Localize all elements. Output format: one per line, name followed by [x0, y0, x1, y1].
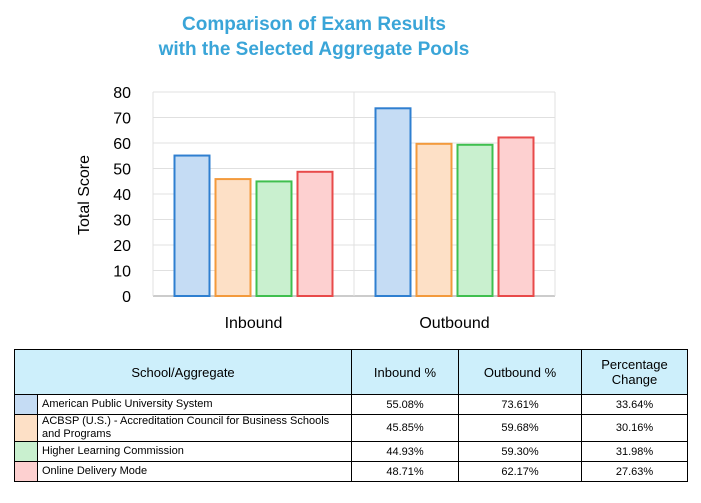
- header-inbound: Inbound %: [351, 349, 459, 395]
- row-change: 31.98%: [581, 441, 688, 462]
- bar-inbound-series-4: [296, 170, 334, 298]
- table-row: Online Delivery Mode 48.71% 62.17% 27.63…: [14, 461, 688, 482]
- legend-swatch-online: [14, 461, 38, 482]
- legend-swatch-acbsp: [14, 414, 38, 442]
- row-name: Online Delivery Mode: [37, 461, 352, 482]
- bar-inbound-series-3: [255, 180, 293, 297]
- legend-swatch-apus: [14, 394, 38, 415]
- row-change: 27.63%: [581, 461, 688, 482]
- header-school: School/Aggregate: [14, 349, 352, 395]
- row-name: ACBSP (U.S.) - Accreditation Council for…: [37, 414, 352, 442]
- y-tick-label: 20: [113, 238, 131, 255]
- bar-chart: 0 10 20 30 40 50 60 70 80 Inbound Outbound Total S…: [76, 85, 556, 332]
- bar-outbound-series-2: [415, 142, 453, 297]
- row-inbound: 45.85%: [351, 414, 459, 442]
- y-tick-label: 40: [113, 187, 131, 204]
- row-name: American Public University System: [37, 394, 352, 415]
- chart-title-line1: Comparison of Exam Results: [182, 14, 446, 35]
- y-tick-label: 30: [113, 213, 131, 230]
- chart-title: Comparison of Exam Results with the Sele…: [0, 12, 628, 62]
- x-tick-label: Inbound: [225, 315, 283, 332]
- y-tick-label: 70: [113, 111, 131, 128]
- row-inbound: 55.08%: [351, 394, 459, 415]
- bar-outbound-series-3: [456, 143, 494, 297]
- legend-swatch-hlc: [14, 441, 38, 462]
- row-inbound: 44.93%: [351, 441, 459, 462]
- y-tick-label: 10: [113, 264, 131, 281]
- bar-outbound-series-1: [374, 107, 412, 298]
- x-tick-label: Outbound: [419, 315, 489, 332]
- results-table: School/Aggregate Inbound % Outbound % Pe…: [14, 349, 688, 482]
- y-tick-label: 60: [113, 136, 131, 153]
- row-change: 30.16%: [581, 414, 688, 442]
- y-tick-label: 50: [113, 162, 131, 179]
- table-header-row: School/Aggregate Inbound % Outbound % Pe…: [14, 349, 688, 395]
- row-name: Higher Learning Commission: [37, 441, 352, 462]
- y-axis-label: Total Score: [76, 155, 93, 235]
- y-tick-label: 80: [113, 85, 131, 102]
- row-outbound: 59.30%: [458, 441, 582, 462]
- header-change: Percentage Change: [581, 349, 688, 395]
- bar-inbound-series-2: [214, 178, 252, 298]
- row-outbound: 59.68%: [458, 414, 582, 442]
- row-inbound: 48.71%: [351, 461, 459, 482]
- row-outbound: 62.17%: [458, 461, 582, 482]
- row-outbound: 73.61%: [458, 394, 582, 415]
- bar-inbound-series-1: [173, 154, 211, 297]
- table-row: American Public University System 55.08%…: [14, 394, 688, 415]
- chart-title-line2: with the Selected Aggregate Pools: [158, 39, 470, 60]
- bar-outbound-series-4: [497, 136, 535, 297]
- row-change: 33.64%: [581, 394, 688, 415]
- y-tick-label: 0: [122, 289, 131, 306]
- table-row: Higher Learning Commission 44.93% 59.30%…: [14, 441, 688, 462]
- header-outbound: Outbound %: [458, 349, 582, 395]
- table-row: ACBSP (U.S.) - Accreditation Council for…: [14, 414, 688, 442]
